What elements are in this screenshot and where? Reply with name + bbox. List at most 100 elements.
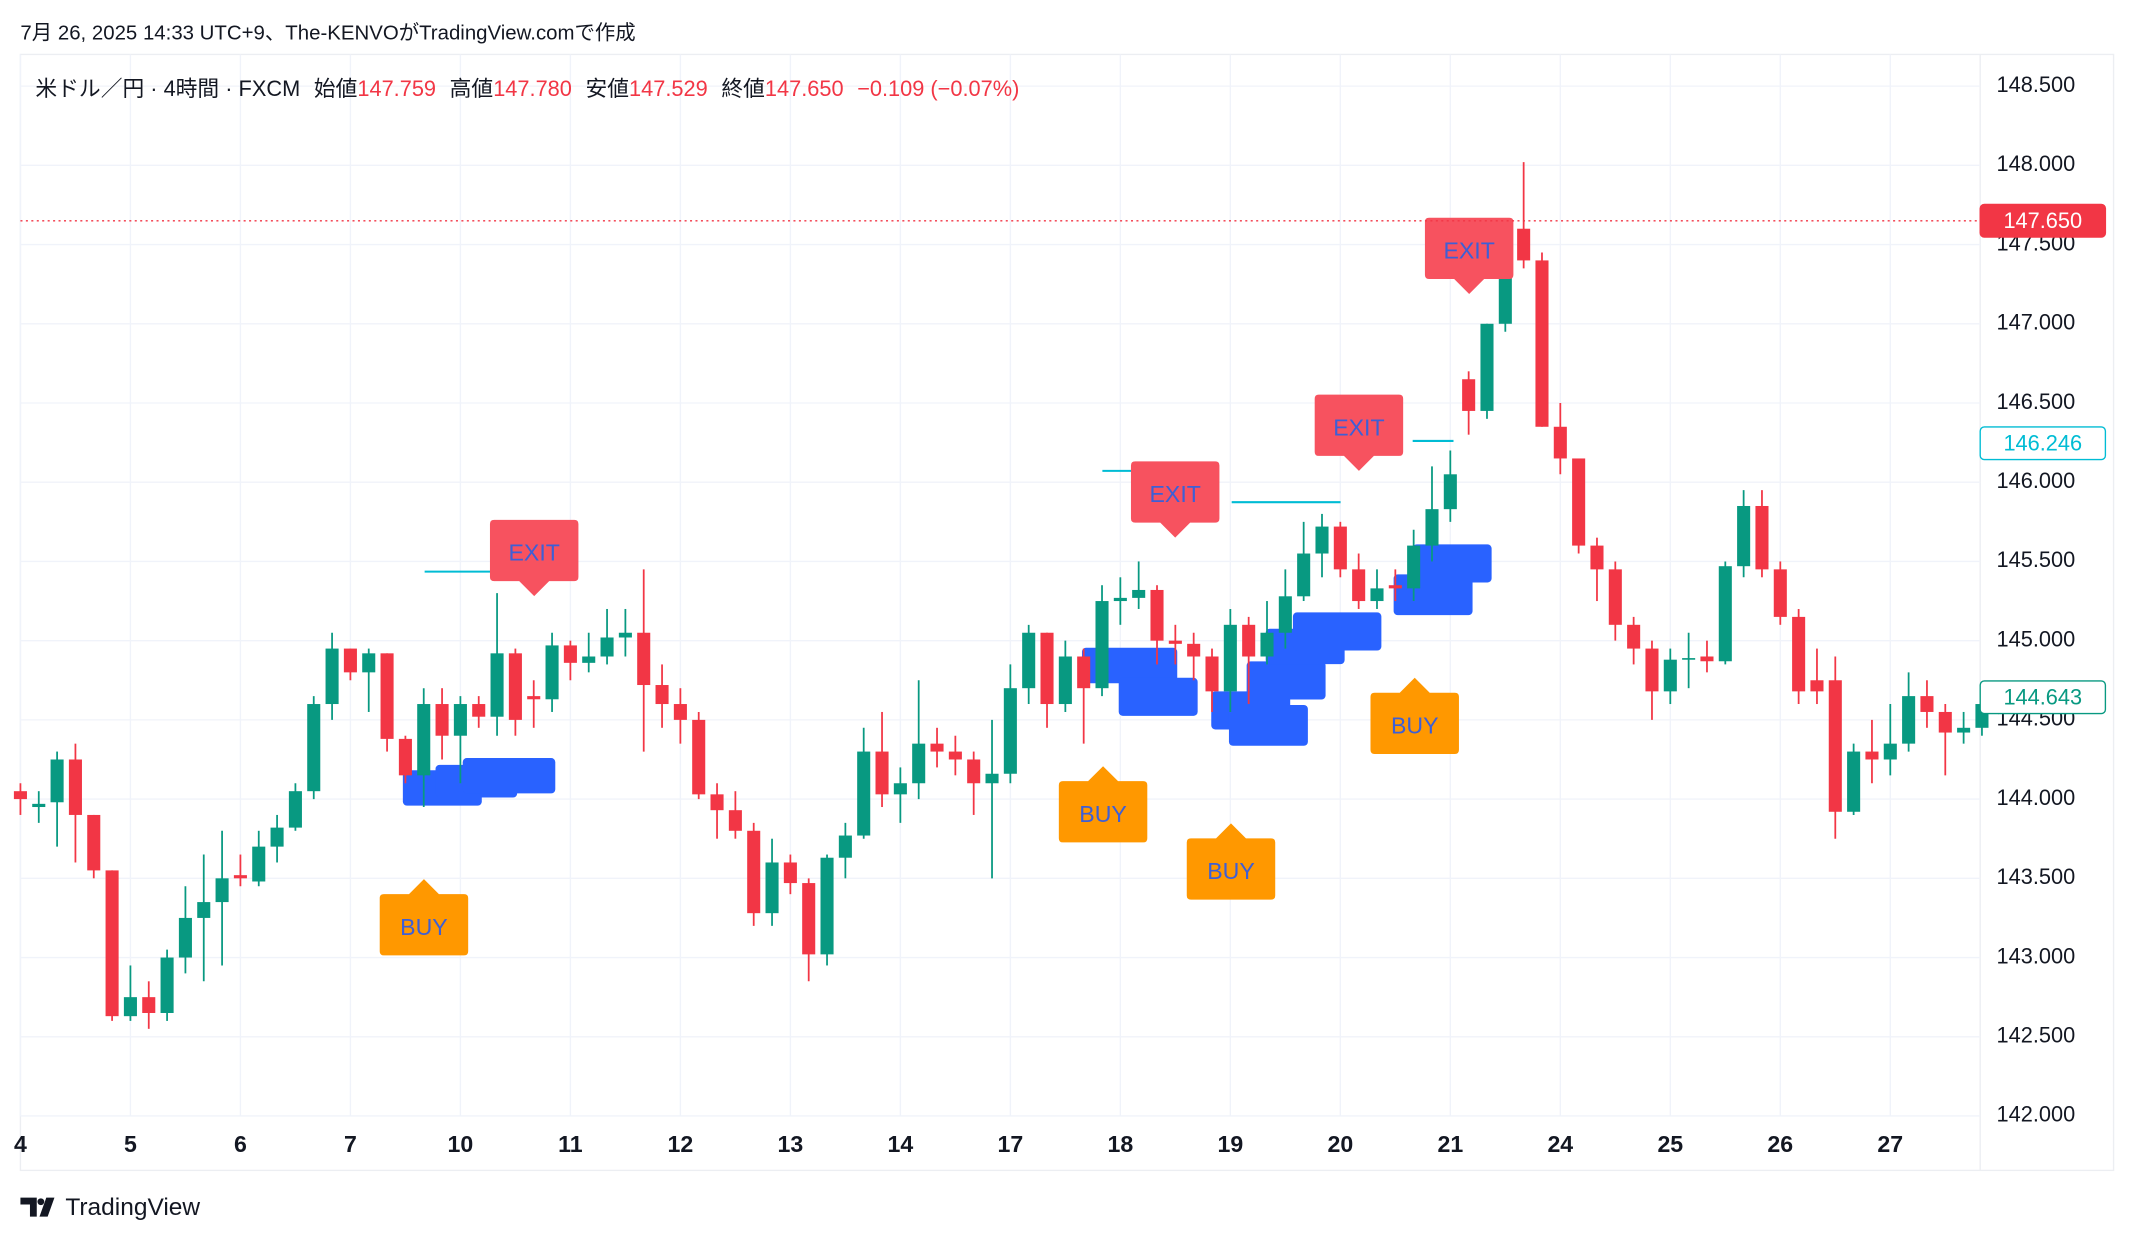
y-tick-label: 148.000 <box>1997 151 2076 176</box>
candle-body <box>1920 696 1934 712</box>
y-tick-label: 145.000 <box>1997 626 2076 651</box>
candle-body <box>1938 711 1952 733</box>
x-tick-label: 7 <box>344 1131 357 1157</box>
candle-body <box>1187 643 1201 657</box>
candle-body <box>875 751 889 795</box>
logo-icon <box>37 1198 45 1206</box>
candle-body <box>160 957 174 1013</box>
candle-body <box>32 803 46 808</box>
y-tick-label: 148.500 <box>1997 72 2076 97</box>
candle-body <box>1810 680 1824 692</box>
candle-body <box>747 830 761 914</box>
candle-body <box>13 791 27 800</box>
candle-body <box>1553 426 1567 459</box>
price-tag <box>1979 203 2107 238</box>
y-tick-label: 147.000 <box>1997 310 2076 335</box>
candle-body <box>692 719 706 795</box>
candle-body <box>1645 648 1659 692</box>
candle-body <box>802 883 816 955</box>
candle-body <box>178 917 192 958</box>
candle-body <box>1572 458 1586 546</box>
x-tick-label: 25 <box>1657 1131 1683 1157</box>
legend-change: −0.109 (−0.07%) <box>857 76 1019 101</box>
candle-body <box>673 704 687 720</box>
candle-body <box>233 875 247 879</box>
candle-body <box>1443 474 1457 510</box>
candle-body <box>1902 696 1916 744</box>
candle-body <box>1865 751 1879 760</box>
x-tick-label: 5 <box>124 1131 137 1157</box>
candle-body <box>307 704 321 792</box>
candle-body <box>1113 597 1127 602</box>
candle-body <box>838 835 852 858</box>
candle-body <box>1773 569 1787 617</box>
y-tick-label: 142.500 <box>1997 1023 2076 1048</box>
grid <box>19 54 1981 1117</box>
x-tick-label: 21 <box>1437 1131 1463 1157</box>
candle-body <box>1682 658 1696 660</box>
legend-value: 147.759 <box>357 76 436 101</box>
candle-body <box>1223 624 1237 692</box>
candle-body <box>490 653 504 717</box>
x-tick-label: 10 <box>448 1131 474 1157</box>
position-block <box>1412 544 1492 583</box>
candle-body <box>1022 632 1036 689</box>
legend-value: 147.529 <box>629 76 708 101</box>
candles <box>13 162 1989 1029</box>
footer-brand: TradingView <box>65 1194 200 1221</box>
signal-label-text: BUY <box>1391 713 1439 739</box>
candle-body <box>1755 505 1769 570</box>
candle-body <box>1425 509 1439 546</box>
candle-body <box>508 653 522 720</box>
price-tag <box>1979 426 2107 461</box>
signal-label-text: EXIT <box>1149 481 1200 507</box>
candle-body <box>50 759 64 803</box>
candle-body <box>1095 601 1109 689</box>
x-tick-label: 26 <box>1767 1131 1793 1157</box>
candle-body <box>1150 589 1164 641</box>
position-block <box>1292 612 1382 651</box>
candle-body <box>288 791 302 828</box>
candle-body <box>1297 553 1311 597</box>
legend-label: 終値 <box>721 76 765 101</box>
candle-body <box>1315 526 1329 554</box>
candle-body <box>1590 545 1604 570</box>
candle-body <box>1718 566 1732 662</box>
candle-body <box>1883 743 1897 760</box>
legend-label: 始値 <box>314 76 358 101</box>
signal-label-shape <box>1314 394 1404 471</box>
signal-label-shape <box>1130 461 1220 538</box>
signal-label-shape <box>489 519 579 597</box>
candle-body <box>600 637 614 657</box>
x-tick-label: 4 <box>14 1131 27 1157</box>
price-tag <box>1979 680 2107 715</box>
candle-body <box>362 653 376 673</box>
signal-labels: EXIT EXIT EXIT EXIT BUY BUY BUY BUY <box>379 217 1514 956</box>
x-tick-label: 27 <box>1877 1131 1903 1157</box>
candle-body <box>930 743 944 752</box>
candle-body <box>1737 505 1751 567</box>
candle-body <box>105 870 119 1017</box>
candle-body <box>1260 632 1274 657</box>
signal-label-text: EXIT <box>1443 238 1494 264</box>
signal-label-shape <box>1370 677 1459 754</box>
candle-body <box>1003 688 1017 774</box>
candle-body <box>618 632 632 638</box>
candle-body <box>1370 588 1384 602</box>
signal-label-shape <box>1058 766 1148 843</box>
candle-body <box>1792 616 1806 692</box>
price-tag-label: 147.650 <box>2003 208 2082 233</box>
candle-body <box>1278 596 1292 633</box>
signal-label-shape <box>1186 823 1276 900</box>
logo-icon <box>20 1197 55 1217</box>
x-tick-label: 11 <box>558 1131 583 1157</box>
x-tick-label: 18 <box>1107 1131 1133 1157</box>
candle-body <box>893 783 907 795</box>
candle-body <box>1168 640 1182 644</box>
candle-body <box>582 656 596 663</box>
candle-body <box>967 759 981 784</box>
header: 7月 26, 2025 14:33 UTC+9、The-KENVOがTradin… <box>20 21 635 44</box>
legend-value: 147.780 <box>493 76 572 101</box>
signal-label-text: BUY <box>1079 801 1127 827</box>
